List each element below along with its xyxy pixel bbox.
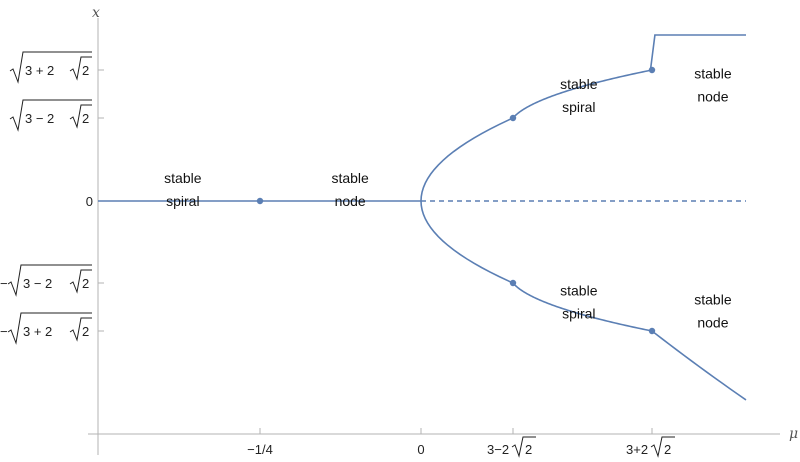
inner-radical-sign bbox=[69, 317, 92, 342]
annotation-line2: spiral bbox=[562, 306, 595, 322]
transition-point bbox=[648, 327, 656, 335]
y-tick-label: −3 + 2 2 bbox=[0, 312, 92, 345]
y-tick-root: 2 bbox=[82, 111, 89, 126]
y-tick-inner: 3 + 2 bbox=[25, 63, 54, 78]
transition-point bbox=[648, 66, 656, 74]
outer-radical-sign bbox=[9, 51, 92, 84]
annotation-line1: stable bbox=[694, 291, 732, 307]
y-tick-label: 3 − 2 2 bbox=[9, 99, 92, 132]
y-tick-inner: 3 − 2 bbox=[25, 111, 54, 126]
annotation-line2: node bbox=[335, 193, 366, 209]
x-axis-title: μ bbox=[789, 426, 798, 442]
y-tick-text: 0 bbox=[86, 194, 93, 209]
x-tick-text: 3+2 bbox=[626, 442, 648, 457]
x-tick-label: 0 bbox=[417, 442, 424, 457]
stable-branch-line bbox=[420, 34, 746, 202]
y-tick-sign: − bbox=[0, 324, 8, 339]
x-tick-label: 3+2 2 bbox=[626, 436, 675, 458]
annotation-line1: stable bbox=[164, 170, 202, 186]
outer-radical-sign bbox=[9, 99, 92, 132]
y-tick-label: 3 + 2 2 bbox=[9, 51, 92, 84]
region-annotation: stable node bbox=[694, 66, 732, 105]
x-tick-label: 3−2 2 bbox=[487, 436, 536, 458]
series-layer bbox=[98, 34, 747, 401]
inner-radical-sign bbox=[69, 56, 92, 81]
annotation-line2: node bbox=[697, 314, 728, 330]
y-tick-label: 0 bbox=[86, 194, 93, 209]
annotation-line1: stable bbox=[560, 76, 598, 92]
inner-radical-sign bbox=[69, 269, 92, 294]
y-tick-root: 2 bbox=[82, 63, 89, 78]
region-annotation: stable spiral bbox=[164, 170, 202, 209]
region-annotation: stable spiral bbox=[560, 76, 598, 115]
x-tick-label: −1/4 bbox=[247, 442, 273, 457]
radical-sign bbox=[650, 436, 675, 458]
annotation-line2: spiral bbox=[166, 193, 199, 209]
transition-point bbox=[256, 197, 264, 205]
annotation-line1: stable bbox=[560, 283, 598, 299]
annotation-line1: stable bbox=[694, 66, 732, 82]
region-annotation: stable node bbox=[331, 170, 369, 209]
annotation-line2: spiral bbox=[562, 99, 595, 115]
x-tick-radicand: 2 bbox=[525, 442, 532, 457]
x-tick-text: 3−2 bbox=[487, 442, 509, 457]
y-tick-root: 2 bbox=[82, 276, 89, 291]
transition-point bbox=[509, 114, 517, 122]
y-axis-title: x bbox=[92, 5, 100, 21]
y-tick-inner: 3 − 2 bbox=[23, 276, 52, 291]
annotation-line1: stable bbox=[331, 170, 369, 186]
x-tick-radicand: 2 bbox=[664, 442, 671, 457]
annotation-line2: node bbox=[697, 89, 728, 105]
y-tick-root: 2 bbox=[82, 324, 89, 339]
points-layer bbox=[256, 66, 656, 335]
x-tick-text: 0 bbox=[417, 442, 424, 457]
transition-point bbox=[509, 279, 517, 287]
annotations-layer: stablespiralstablenodestablespiralstable… bbox=[164, 66, 732, 331]
x-tick-text: −1/4 bbox=[247, 442, 273, 457]
inner-radical-sign bbox=[69, 104, 92, 129]
y-tick-label: −3 − 2 2 bbox=[0, 264, 92, 297]
outer-radical-sign bbox=[7, 264, 92, 297]
radical-sign bbox=[511, 436, 536, 458]
region-annotation: stable spiral bbox=[560, 283, 598, 322]
y-tick-inner: 3 + 2 bbox=[23, 324, 52, 339]
region-annotation: stable node bbox=[694, 291, 732, 330]
y-tick-sign: − bbox=[0, 276, 8, 291]
outer-radical-sign bbox=[7, 312, 92, 345]
